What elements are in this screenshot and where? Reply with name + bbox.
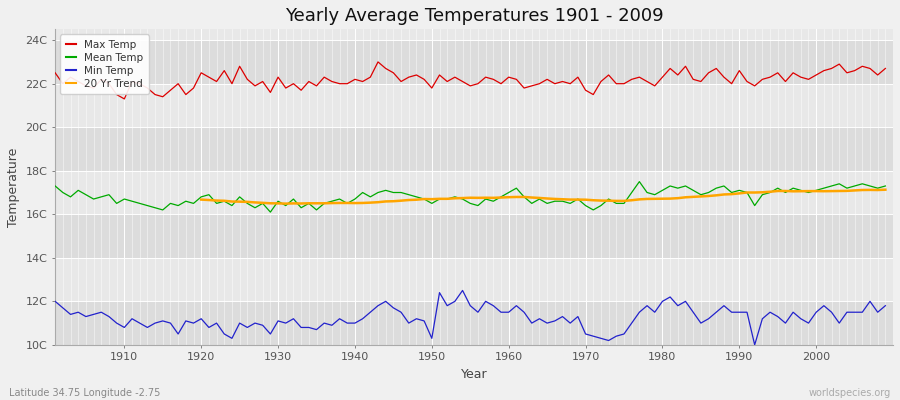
Bar — [55, 40, 893, 84]
Bar — [55, 214, 893, 258]
Text: worldspecies.org: worldspecies.org — [809, 388, 891, 398]
Bar — [55, 84, 893, 127]
Title: Yearly Average Temperatures 1901 - 2009: Yearly Average Temperatures 1901 - 2009 — [284, 7, 663, 25]
Text: Latitude 34.75 Longitude -2.75: Latitude 34.75 Longitude -2.75 — [9, 388, 160, 398]
Bar — [55, 127, 893, 171]
Legend: Max Temp, Mean Temp, Min Temp, 20 Yr Trend: Max Temp, Mean Temp, Min Temp, 20 Yr Tre… — [60, 34, 148, 94]
Y-axis label: Temperature: Temperature — [7, 147, 20, 227]
Bar — [55, 301, 893, 345]
Bar — [55, 258, 893, 301]
Bar — [55, 171, 893, 214]
X-axis label: Year: Year — [461, 368, 488, 381]
